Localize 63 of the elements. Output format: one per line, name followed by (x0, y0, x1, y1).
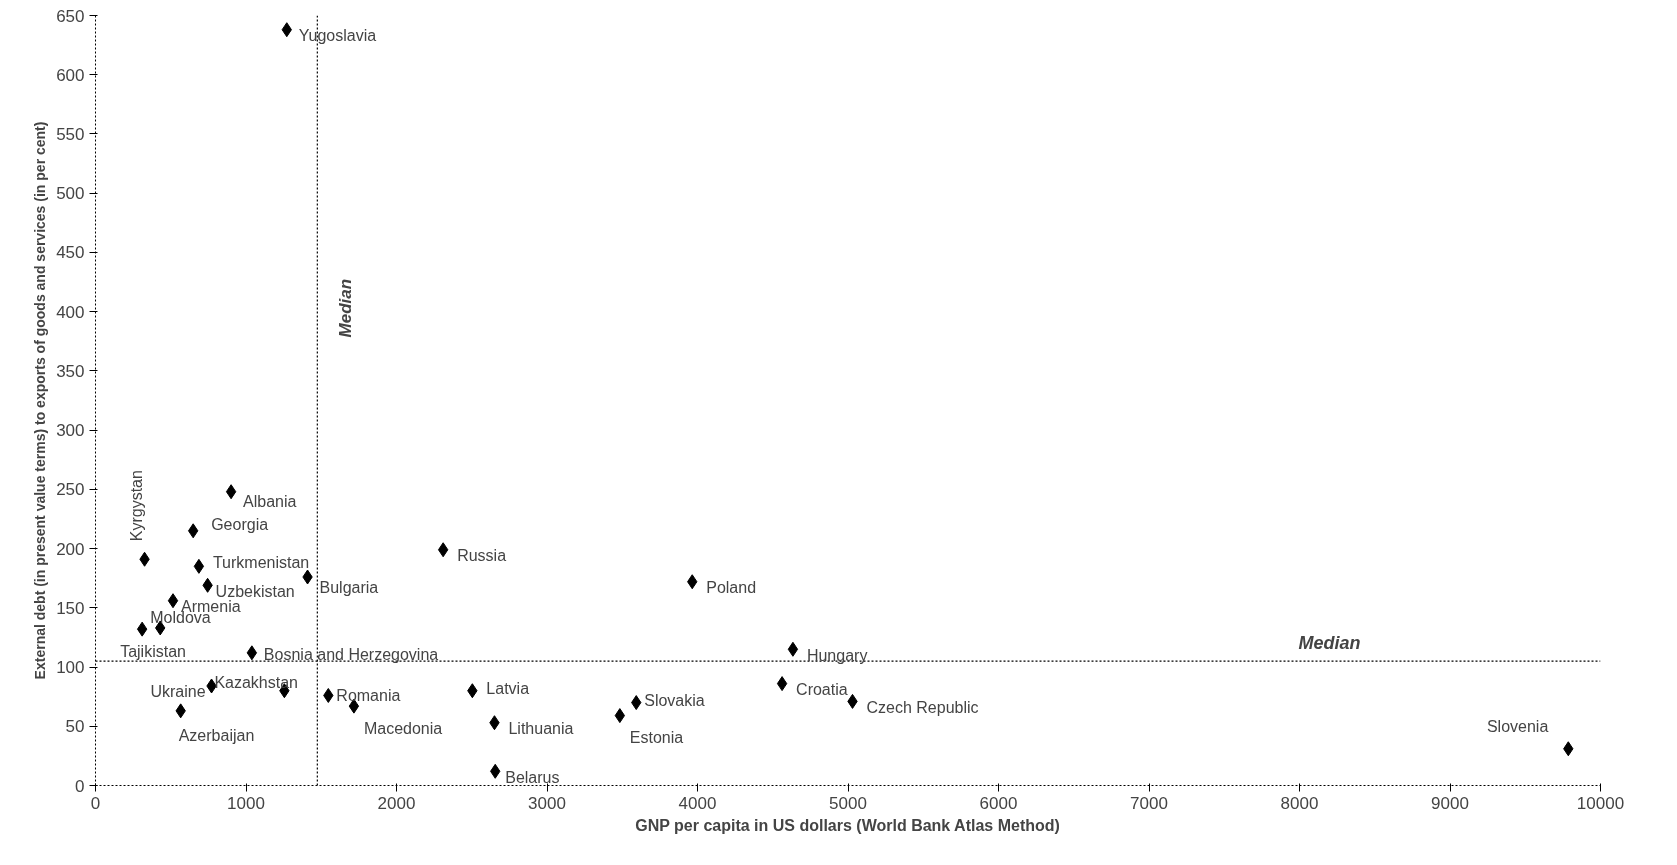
y-axis-title: External debt (in present value terms) to exports of goods and services (in per cent) (32, 121, 49, 680)
annotation: Kazakhstan (214, 674, 298, 692)
point (787, 641, 799, 657)
y-tick-label: 550 (56, 124, 85, 144)
point (776, 676, 788, 692)
y-tick-label: 300 (56, 421, 85, 441)
x-tick-label: 9000 (1431, 793, 1469, 813)
annotation: Belarus (505, 768, 560, 786)
y-tick-label: 150 (56, 598, 85, 618)
annotation: Russia (457, 547, 507, 565)
y-tick-label: 600 (56, 65, 85, 85)
point (437, 542, 449, 558)
annotation: Croatia (796, 681, 848, 699)
y-tick-label: 0 (75, 776, 85, 796)
annotation: Turkmenistan (212, 553, 310, 571)
y-tick-label: 650 (56, 6, 85, 26)
annotation: Azerbaijan (178, 727, 255, 745)
x-tick-label: 3000 (528, 793, 566, 813)
annotation: Lithuania (508, 720, 574, 738)
y-tick-label: 200 (56, 539, 85, 559)
x-tick-label: 7000 (1130, 793, 1168, 813)
annotation: Albania (243, 493, 297, 511)
y-tick-label: 500 (56, 184, 85, 204)
y-tick-label: 50 (65, 717, 85, 737)
annotation: Macedonia (363, 719, 443, 737)
annotation: Slovenia (1486, 718, 1549, 736)
x-tick-label: 10000 (1576, 793, 1625, 813)
y-tick-label: 400 (56, 302, 85, 322)
annotation: Latvia (486, 680, 530, 698)
y-tick-label: 100 (56, 658, 85, 678)
ref-line-label: Median (336, 278, 356, 338)
point (614, 708, 626, 724)
x-axis-title: GNP per capita in US dollars (World Bank Atlas Method) (635, 816, 1060, 834)
y-tick-label: 450 (56, 243, 85, 263)
x-tick-label: 6000 (979, 793, 1018, 813)
y-tick-label: 350 (56, 361, 85, 381)
point (167, 593, 179, 609)
annotation: Uzbekistan (215, 582, 295, 600)
annotation: Ukraine (150, 683, 206, 701)
annotation: Yugoslavia (298, 27, 377, 45)
point (136, 621, 148, 637)
annotation: Bulgaria (319, 578, 379, 596)
annotation: Tajikistan (120, 642, 186, 660)
x-tick-label: 4000 (678, 793, 717, 813)
annotation: Bosnia and Herzegovina (263, 646, 439, 664)
point (193, 558, 205, 574)
annotation: Czech Republic (866, 698, 979, 716)
x-tick-label: 1000 (227, 793, 265, 813)
annotation: Estonia (629, 729, 684, 747)
x-tick-label: 8000 (1280, 793, 1319, 813)
annotation: Romania (336, 686, 401, 704)
ref-line-label: Median (1298, 633, 1361, 654)
annotation: Slovakia (644, 692, 705, 710)
annotation: Poland (706, 579, 757, 597)
point (225, 484, 237, 500)
point (246, 645, 258, 661)
x-tick-label: 5000 (829, 793, 867, 813)
y-tick-label: 250 (56, 480, 85, 500)
annotation: Georgia (211, 516, 269, 534)
x-tick-label: 2000 (377, 793, 416, 813)
annotation: Hungary (806, 646, 868, 664)
x-tick-label: 0 (90, 793, 101, 813)
annotation: Kyrgystan (127, 470, 145, 542)
